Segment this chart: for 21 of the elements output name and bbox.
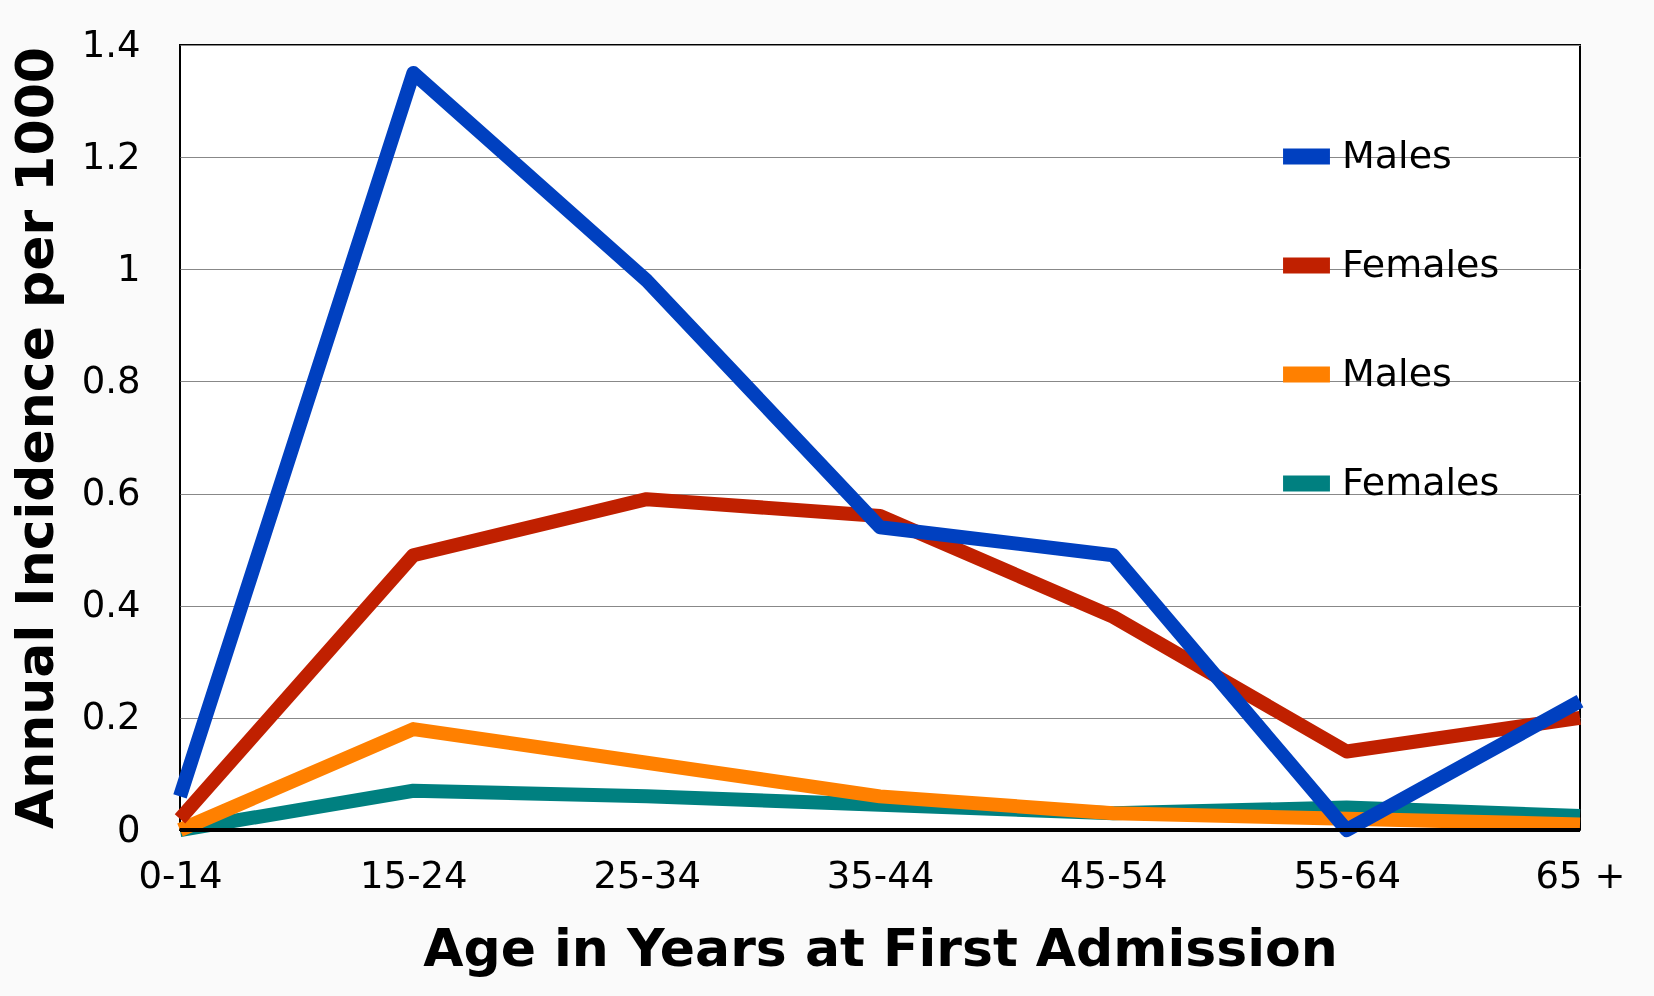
y-axis-title: Annual Incidence per 1000	[4, 46, 65, 830]
legend-label: Females	[1342, 459, 1500, 504]
y-tick-label: 0	[116, 807, 141, 851]
y-tick-label: 1	[116, 246, 141, 290]
x-tick-label: 35-44	[826, 853, 935, 897]
legend-label: Males	[1342, 350, 1452, 395]
x-tick-label: 55-64	[1293, 853, 1401, 897]
x-tick-label: 25-34	[593, 853, 701, 897]
y-tick-label: 0.8	[81, 358, 141, 402]
x-tick-label: 0-14	[138, 853, 223, 897]
x-axis-title: Age in Years at First Admission	[423, 917, 1338, 978]
x-tick-label: 45-54	[1060, 853, 1168, 897]
legend-label: Females	[1342, 241, 1500, 286]
y-tick-label: 0.6	[81, 471, 141, 515]
y-tick-label: 0.2	[81, 695, 141, 739]
x-tick-label: 65 +	[1535, 853, 1626, 897]
x-tick-label: 15-24	[360, 853, 468, 897]
legend-label: Males	[1342, 132, 1452, 177]
y-tick-label: 1.4	[81, 22, 141, 66]
y-tick-label: 0.4	[81, 583, 141, 627]
y-tick-label: 1.2	[81, 134, 141, 178]
